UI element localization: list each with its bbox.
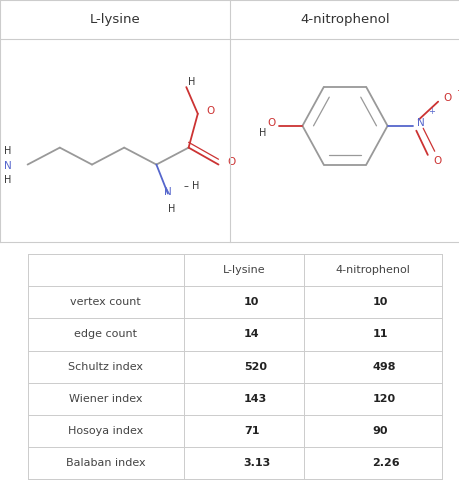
Text: O: O — [267, 119, 275, 128]
Text: N: N — [164, 187, 171, 197]
Text: Wiener index: Wiener index — [69, 394, 142, 404]
Text: H: H — [188, 77, 196, 87]
Text: O: O — [206, 106, 214, 116]
Text: H: H — [4, 175, 12, 185]
Text: 10: 10 — [372, 297, 387, 307]
Text: 3.13: 3.13 — [243, 458, 270, 468]
Text: – H: – H — [184, 182, 199, 191]
Text: edge count: edge count — [74, 330, 137, 339]
Text: H: H — [4, 146, 12, 156]
Text: +: + — [427, 107, 434, 116]
Bar — [28, 254, 441, 479]
Text: vertex count: vertex count — [70, 297, 141, 307]
Text: O: O — [442, 93, 450, 103]
Text: 71: 71 — [243, 426, 259, 436]
Text: L-lysine: L-lysine — [222, 265, 264, 275]
Text: −: − — [455, 85, 459, 94]
Text: N: N — [416, 119, 424, 128]
Text: 520: 520 — [243, 362, 266, 372]
Text: L-lysine: L-lysine — [90, 13, 140, 26]
Text: 90: 90 — [372, 426, 387, 436]
Text: N: N — [4, 161, 12, 171]
Text: 498: 498 — [372, 362, 395, 372]
Text: Schultz index: Schultz index — [68, 362, 143, 372]
Text: 4-nitrophenol: 4-nitrophenol — [300, 13, 389, 26]
Text: 143: 143 — [243, 394, 267, 404]
Text: 10: 10 — [243, 297, 258, 307]
Text: 11: 11 — [372, 330, 387, 339]
Text: H: H — [258, 128, 265, 138]
Text: 120: 120 — [372, 394, 395, 404]
Text: H: H — [167, 204, 175, 214]
Text: 4-nitrophenol: 4-nitrophenol — [335, 265, 409, 275]
Text: O: O — [227, 157, 235, 167]
Text: O: O — [432, 156, 440, 166]
Text: Balaban index: Balaban index — [66, 458, 146, 468]
Text: 14: 14 — [243, 330, 259, 339]
Text: 2.26: 2.26 — [372, 458, 399, 468]
Text: Hosoya index: Hosoya index — [68, 426, 143, 436]
